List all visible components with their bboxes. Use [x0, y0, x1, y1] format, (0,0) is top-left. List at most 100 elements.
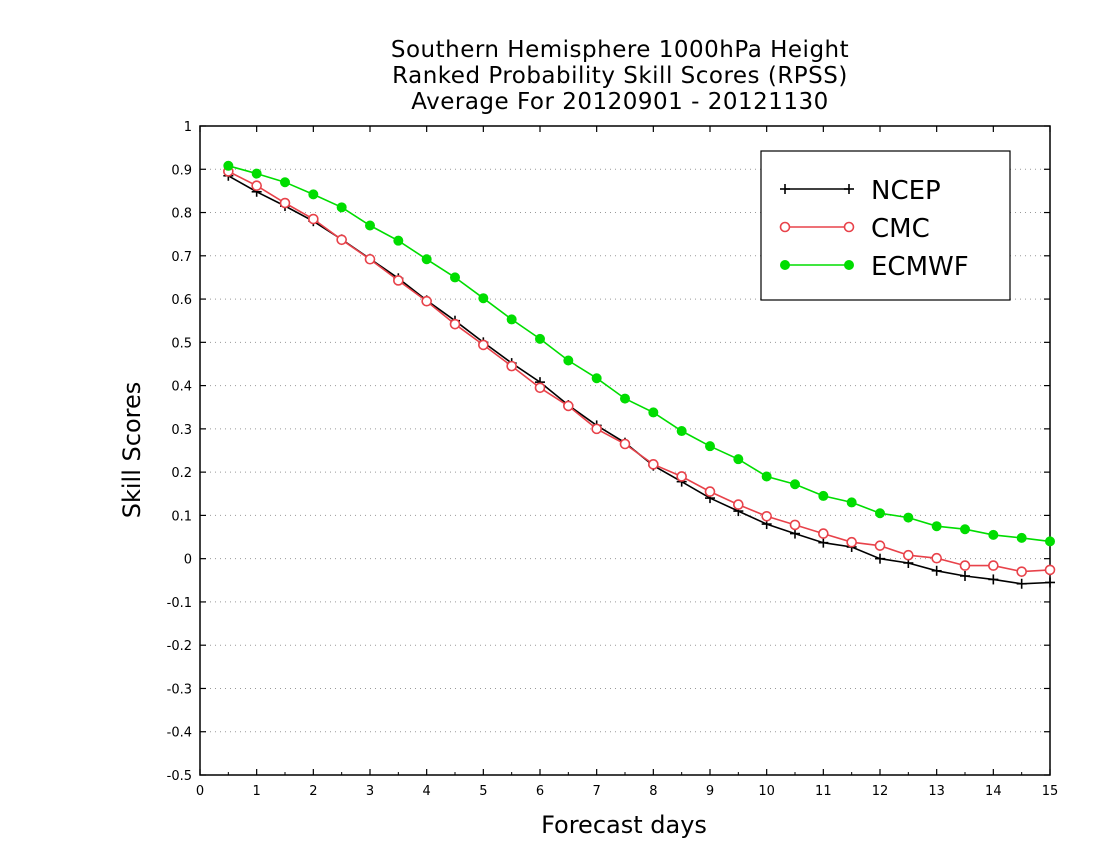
data-point-ecmwf	[846, 497, 857, 508]
data-point-cmc	[449, 318, 461, 330]
data-point-cmc	[648, 459, 659, 470]
data-point-cmc	[988, 560, 999, 571]
x-axis-label: Forecast days	[541, 811, 707, 839]
data-point-ecmwf	[591, 373, 602, 384]
data-point-ecmwf	[506, 314, 517, 325]
data-point-ecmwf	[393, 235, 404, 246]
data-point-cmc	[308, 213, 319, 225]
x-tick-label: 12	[872, 784, 889, 799]
data-point-ecmwf	[308, 189, 319, 200]
x-tick-label: 4	[423, 784, 431, 799]
data-point-ecmwf	[903, 512, 914, 523]
data-point-cmc	[676, 471, 687, 482]
legend-label-ncep: NCEP	[871, 176, 941, 206]
y-tick-label: 0.7	[171, 250, 192, 265]
chart-title-line-1: Southern Hemisphere 1000hPa Height	[390, 37, 850, 63]
x-tick-label: 6	[536, 784, 544, 799]
data-point-ncep	[931, 565, 942, 576]
y-tick-label: -0.2	[167, 639, 192, 654]
data-point-ecmwf	[875, 508, 885, 519]
legend: NCEP CMC ECMWF	[760, 150, 1011, 301]
grid-lines	[200, 168, 1050, 733]
data-point-cmc	[931, 552, 942, 564]
data-point-ecmwf	[761, 471, 772, 482]
series-ecmwf	[223, 160, 1055, 547]
data-point-cmc	[903, 549, 914, 561]
data-point-ecmwf	[676, 426, 687, 437]
x-tick-label: 10	[758, 784, 775, 799]
data-point-cmc	[761, 510, 772, 522]
data-point-ecmwf	[421, 254, 432, 265]
chart-title-line-2: Ranked Probability Skill Scores (RPSS)	[392, 63, 848, 89]
x-tick-label: 2	[309, 784, 317, 799]
data-point-cmc	[336, 234, 347, 246]
data-point-ecmwf	[280, 177, 290, 188]
legend-marker-ncep	[844, 184, 854, 194]
data-point-cmc	[478, 339, 489, 351]
legend-marker-ecmwf	[844, 260, 854, 270]
data-point-ncep	[1045, 577, 1055, 588]
data-point-cmc	[619, 438, 631, 450]
data-point-cmc	[591, 423, 602, 435]
y-tick-label: 0.8	[171, 207, 192, 222]
data-point-ecmwf	[648, 407, 659, 418]
x-tick-label: 13	[928, 784, 945, 799]
data-point-ecmwf	[790, 479, 800, 490]
data-point-ncep	[875, 553, 885, 564]
data-point-ncep	[960, 570, 970, 581]
data-point-ecmwf	[931, 521, 942, 532]
legend-entry-ecmwf: ECMWF	[780, 252, 969, 282]
y-tick-label: -0.3	[167, 682, 192, 697]
axis-ticks: -0.5 -0.4 -0.3 -0.2 -0.1 0 0.1 0.2 0.3 0.4 0.5 0.6 0…	[167, 120, 1059, 799]
x-tick-label: 1	[253, 784, 261, 799]
legend-label-ecmwf: ECMWF	[871, 252, 969, 282]
legend-entry-ncep: NCEP	[780, 176, 941, 206]
data-point-cmc	[421, 295, 432, 307]
data-point-ncep	[988, 574, 999, 585]
x-tick-label: 11	[815, 784, 832, 799]
data-point-cmc	[704, 486, 716, 497]
y-axis-label: Skill Scores	[118, 382, 146, 519]
data-point-ecmwf	[563, 355, 574, 366]
data-point-cmc	[1044, 564, 1056, 576]
data-point-cmc	[364, 253, 376, 265]
data-point-ecmwf	[620, 393, 630, 404]
x-tick-label: 8	[649, 784, 657, 799]
y-tick-label: 0.1	[171, 509, 192, 524]
x-tick-label: 15	[1042, 784, 1059, 799]
data-point-ecmwf	[365, 220, 375, 231]
data-point-cmc	[251, 180, 262, 192]
data-point-cmc	[563, 400, 574, 412]
legend-entry-cmc: CMC	[779, 214, 930, 244]
legend-marker-ecmwf	[780, 260, 790, 270]
data-point-ecmwf	[1016, 532, 1027, 543]
data-point-cmc	[818, 528, 829, 539]
series-cmc	[223, 166, 1056, 577]
x-tick-label: 0	[196, 784, 204, 799]
data-point-ecmwf	[223, 160, 234, 171]
data-point-ncep	[790, 528, 800, 539]
legend-marker-cmc	[779, 221, 791, 233]
data-point-ecmwf	[1045, 536, 1055, 547]
data-point-ecmwf	[988, 529, 999, 540]
data-point-ecmwf	[251, 168, 262, 179]
x-tick-label: 7	[593, 784, 601, 799]
legend-box	[760, 150, 1011, 301]
y-tick-label: 0.6	[171, 293, 192, 308]
data-point-cmc	[959, 560, 971, 571]
series-layer	[223, 160, 1056, 589]
data-point-cmc	[789, 519, 801, 531]
data-point-ecmwf	[478, 293, 489, 304]
y-tick-label: 0.4	[171, 380, 192, 395]
y-tick-label: 0.3	[171, 423, 192, 438]
data-point-ncep	[818, 537, 829, 548]
data-point-ecmwf	[818, 490, 829, 501]
data-point-ncep	[1016, 578, 1027, 589]
data-point-ecmwf	[336, 202, 347, 213]
y-tick-label: -0.1	[167, 596, 192, 611]
data-point-cmc	[874, 540, 886, 551]
x-tick-label: 14	[985, 784, 1002, 799]
x-tick-label: 5	[479, 784, 487, 799]
legend-marker-ncep	[780, 184, 790, 194]
